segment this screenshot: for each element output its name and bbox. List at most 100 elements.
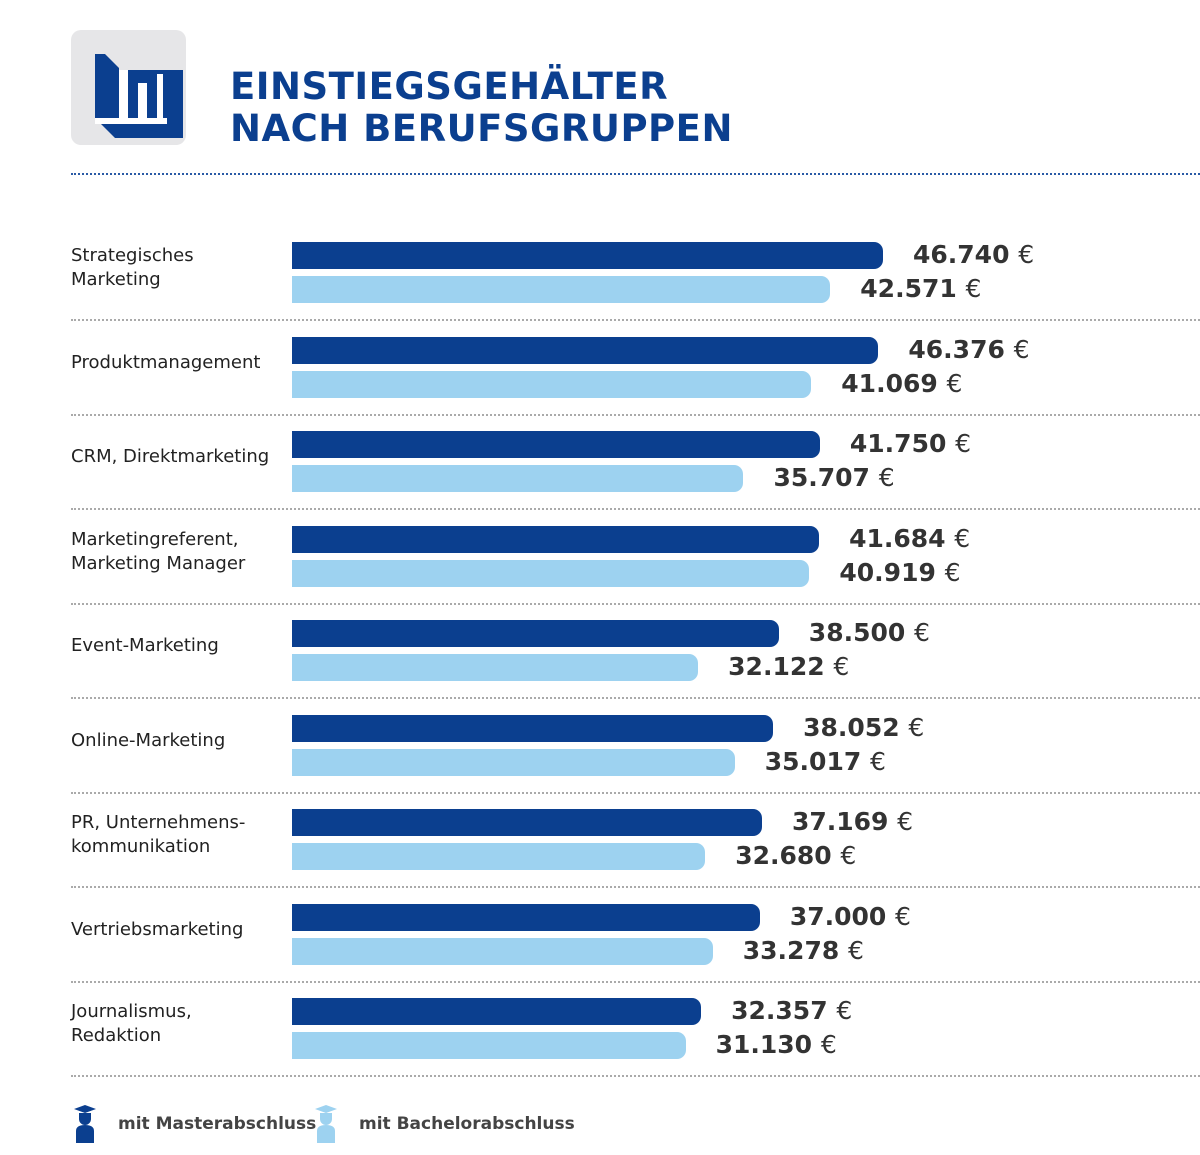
value-label: 42.571 € bbox=[860, 274, 981, 304]
currency-symbol: € bbox=[833, 652, 850, 681]
category-label: PR, Unternehmens- kommunikation bbox=[71, 812, 246, 857]
value-number: 32.122 bbox=[728, 652, 825, 681]
value-number: 37.000 bbox=[789, 901, 887, 931]
currency-symbol: € bbox=[878, 463, 895, 492]
value-number: 46.740 bbox=[913, 240, 1010, 269]
value-number: 37.169 bbox=[791, 807, 889, 836]
value-number: 32.680 bbox=[735, 841, 832, 870]
currency-symbol: € bbox=[1018, 240, 1035, 269]
bar-bachelor bbox=[292, 937, 713, 965]
value-label: 41.069 € bbox=[841, 369, 962, 399]
category-label: Online-Marketing bbox=[71, 729, 226, 751]
bar-bachelor bbox=[292, 370, 812, 398]
row-divider bbox=[71, 319, 1200, 321]
bar-bachelor bbox=[292, 843, 706, 870]
value-number: 46.376 bbox=[908, 334, 1005, 364]
bar-bachelor bbox=[292, 559, 810, 587]
category-label: Journalismus, Redaktion bbox=[71, 1001, 192, 1046]
value-number: 33.278 bbox=[742, 935, 840, 965]
value-number: 35.707 bbox=[773, 463, 870, 492]
value-label: 46.740 € bbox=[913, 240, 1034, 270]
value-label: 41.750 € bbox=[850, 429, 971, 459]
row-divider bbox=[71, 413, 1200, 416]
bar-master bbox=[292, 714, 774, 742]
value-label: 31.130 € bbox=[716, 1030, 837, 1060]
bar-chart-logo-icon bbox=[71, 30, 186, 145]
category-label: Marketingreferent, Marketing Manager bbox=[71, 528, 246, 574]
value-label: 46.376 € bbox=[908, 335, 1029, 365]
value-number: 35.017 bbox=[764, 746, 862, 776]
bar-master bbox=[292, 903, 760, 931]
currency-symbol: € bbox=[869, 746, 886, 776]
value-label: 33.278 € bbox=[743, 936, 864, 966]
legend-item-master: mit Masterabschluss bbox=[72, 1105, 316, 1143]
row-divider bbox=[71, 508, 1200, 510]
row-divider bbox=[71, 886, 1200, 888]
bar-master bbox=[292, 998, 702, 1025]
value-number: 32.357 bbox=[731, 996, 828, 1025]
value-label: 32.357 € bbox=[731, 996, 852, 1026]
legend-label-master: mit Masterabschluss bbox=[118, 1114, 317, 1134]
currency-symbol: € bbox=[840, 841, 857, 870]
value-label: 32.122 € bbox=[728, 652, 849, 682]
category-label: CRM, Direktmarketing bbox=[71, 446, 270, 467]
value-number: 40.919 bbox=[839, 557, 936, 587]
value-number: 38.052 bbox=[803, 712, 900, 742]
chart-title: EINSTIEGSGEHÄLTER NACH BERUFSGRUPPEN bbox=[230, 65, 733, 150]
currency-symbol: € bbox=[954, 523, 971, 553]
value-label: 40.919 € bbox=[839, 558, 960, 588]
value-label: 38.500 € bbox=[809, 618, 930, 648]
row-divider bbox=[71, 697, 1200, 699]
bar-master bbox=[292, 525, 820, 553]
currency-symbol: € bbox=[946, 368, 963, 398]
bar-master bbox=[292, 809, 762, 836]
value-number: 41.069 bbox=[841, 368, 938, 398]
category-label: Event-Marketing bbox=[71, 635, 219, 656]
value-label: 38.052 € bbox=[803, 713, 924, 743]
currency-symbol: € bbox=[1013, 334, 1030, 364]
bar-bachelor bbox=[292, 465, 744, 492]
value-number: 41.750 bbox=[849, 429, 947, 458]
value-number: 41.684 bbox=[849, 523, 946, 553]
currency-symbol: € bbox=[908, 712, 925, 742]
value-number: 38.500 bbox=[808, 618, 906, 647]
value-label: 37.000 € bbox=[790, 902, 911, 932]
value-label: 37.169 € bbox=[792, 807, 913, 837]
bar-master bbox=[292, 336, 879, 364]
value-label: 35.707 € bbox=[773, 463, 894, 493]
value-label: 35.017 € bbox=[765, 747, 886, 777]
graduate-icon bbox=[74, 1105, 96, 1143]
bar-bachelor bbox=[292, 748, 735, 776]
value-number: 31.130 bbox=[715, 1030, 813, 1059]
bar-bachelor bbox=[292, 654, 699, 681]
legend-item-bachelor: mit Bachelorabschluss bbox=[313, 1105, 575, 1143]
row-divider bbox=[71, 980, 1200, 983]
row-divider bbox=[71, 602, 1200, 605]
currency-symbol: € bbox=[897, 807, 914, 836]
category-label: Vertriebsmarketing bbox=[71, 918, 244, 940]
row-divider bbox=[71, 791, 1200, 794]
currency-symbol: € bbox=[895, 901, 911, 931]
currency-symbol: € bbox=[965, 274, 982, 303]
legend-label-bachelor: mit Bachelorabschluss bbox=[359, 1114, 575, 1134]
currency-symbol: € bbox=[914, 618, 930, 647]
graduate-icon bbox=[315, 1105, 337, 1143]
category-label: Produktmanagement bbox=[71, 351, 261, 373]
currency-symbol: € bbox=[836, 996, 853, 1025]
bar-master bbox=[292, 242, 883, 269]
currency-symbol: € bbox=[847, 935, 864, 965]
category-label: Strategisches Marketing bbox=[71, 245, 194, 290]
header-divider bbox=[71, 173, 1200, 175]
bar-master bbox=[292, 431, 820, 458]
value-label: 41.684 € bbox=[849, 524, 970, 554]
row-divider bbox=[71, 1075, 1200, 1077]
value-label: 32.680 € bbox=[735, 841, 856, 871]
bar-bachelor bbox=[292, 1032, 686, 1059]
bar-bachelor bbox=[292, 276, 831, 303]
value-number: 42.571 bbox=[860, 274, 957, 303]
currency-symbol: € bbox=[820, 1030, 837, 1059]
bar-master bbox=[292, 620, 779, 647]
currency-symbol: € bbox=[944, 557, 961, 587]
currency-symbol: € bbox=[955, 429, 971, 458]
